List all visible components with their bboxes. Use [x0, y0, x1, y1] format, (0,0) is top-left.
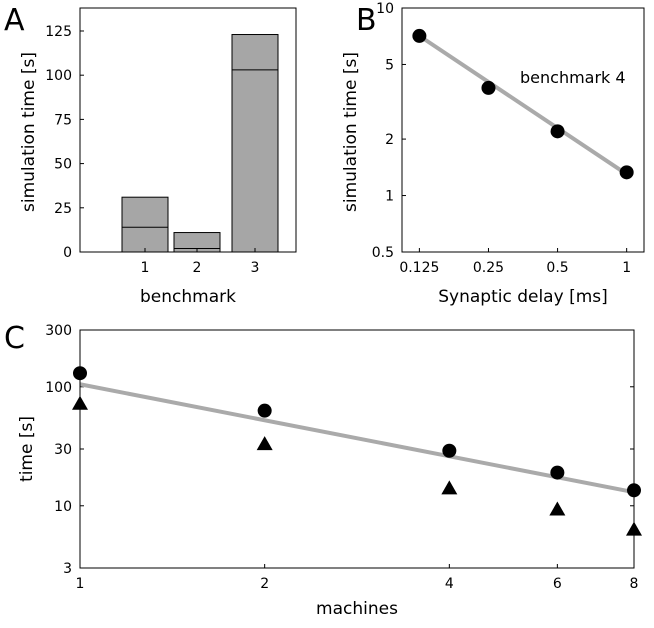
circle-point	[550, 465, 565, 480]
triangle-point	[256, 436, 273, 451]
x-tick-label: 3	[251, 260, 260, 276]
y-tick-label: 0	[63, 245, 72, 261]
x-tick-label: 6	[553, 576, 562, 592]
triangle-point	[441, 480, 458, 495]
data-point	[481, 80, 496, 95]
triangle-point	[549, 501, 566, 516]
y-tick-label: 125	[45, 24, 72, 40]
panel-b-letter: B	[356, 3, 377, 38]
data-point	[550, 124, 565, 139]
x-tick-label: 0.5	[546, 260, 568, 276]
y-tick-label: 5	[385, 57, 394, 73]
panel-c-xlabel: machines	[316, 599, 398, 619]
fit-line	[79, 382, 635, 495]
panel-c-letter: C	[4, 321, 25, 356]
panel-b-frame	[401, 7, 645, 253]
y-tick-label: 300	[45, 323, 72, 339]
data-point	[412, 28, 427, 43]
x-tick-label: 8	[630, 576, 639, 592]
panel-c-ylabel: time [s]	[17, 416, 37, 482]
panel-b-plot: 0.125 0.25 0.5 1 0.5 1 2 5 10	[372, 1, 634, 276]
panel-c-plot: 1 2 4 6 8 3 10 30 100 300	[45, 323, 642, 592]
x-tick-label: 1	[622, 260, 631, 276]
y-tick-label: 100	[45, 68, 72, 84]
fit-line	[417, 33, 629, 177]
y-tick-label: 30	[54, 442, 72, 458]
panel-a-plot: 1 2 3 0 25 50 75 100 125	[45, 24, 279, 276]
panel-b-ylabel: simulation time [s]	[341, 52, 361, 212]
y-tick-label: 75	[54, 112, 72, 128]
panel-b-annotation: benchmark 4	[520, 68, 626, 87]
panel-a-letter: A	[4, 3, 25, 38]
x-tick-label: 0.25	[473, 260, 504, 276]
x-tick-label: 0.125	[399, 260, 439, 276]
bar-3	[231, 34, 279, 253]
circle-point	[442, 443, 457, 458]
circle-point	[257, 403, 272, 418]
bar-1	[121, 196, 169, 253]
y-tick-label: 50	[54, 157, 72, 173]
y-tick-label: 10	[376, 1, 394, 17]
data-point	[619, 165, 634, 180]
panel-b-xlabel: Synaptic delay [ms]	[438, 287, 608, 307]
panel-a-frame	[79, 7, 297, 253]
y-tick-label: 2	[385, 132, 394, 148]
y-tick-label: 3	[63, 561, 72, 577]
panel-b: B 0.125 0.25 0.5 1 0.5 1 2 5 10 Synaptic delay […	[341, 1, 645, 307]
y-tick-label: 0.5	[372, 245, 394, 261]
y-tick-label: 25	[54, 201, 72, 217]
panel-a: A 1 2 3 0 25 50 75 100 125 benchmark simulation …	[4, 3, 297, 307]
panel-a-xlabel: benchmark	[140, 287, 236, 307]
panel-a-ylabel: simulation time [s]	[19, 52, 39, 212]
panel-c: C 1 2 4 6 8 3 10 30 100 300 machines time [s]	[4, 321, 642, 619]
x-tick-label: 2	[193, 260, 202, 276]
x-tick-label: 4	[445, 576, 454, 592]
x-tick-label: 1	[76, 576, 85, 592]
x-tick-label: 2	[260, 576, 269, 592]
y-tick-label: 100	[45, 380, 72, 396]
y-tick-label: 10	[54, 499, 72, 515]
y-tick-label: 1	[385, 189, 394, 205]
panel-c-frame	[79, 329, 635, 569]
x-tick-label: 1	[141, 260, 150, 276]
